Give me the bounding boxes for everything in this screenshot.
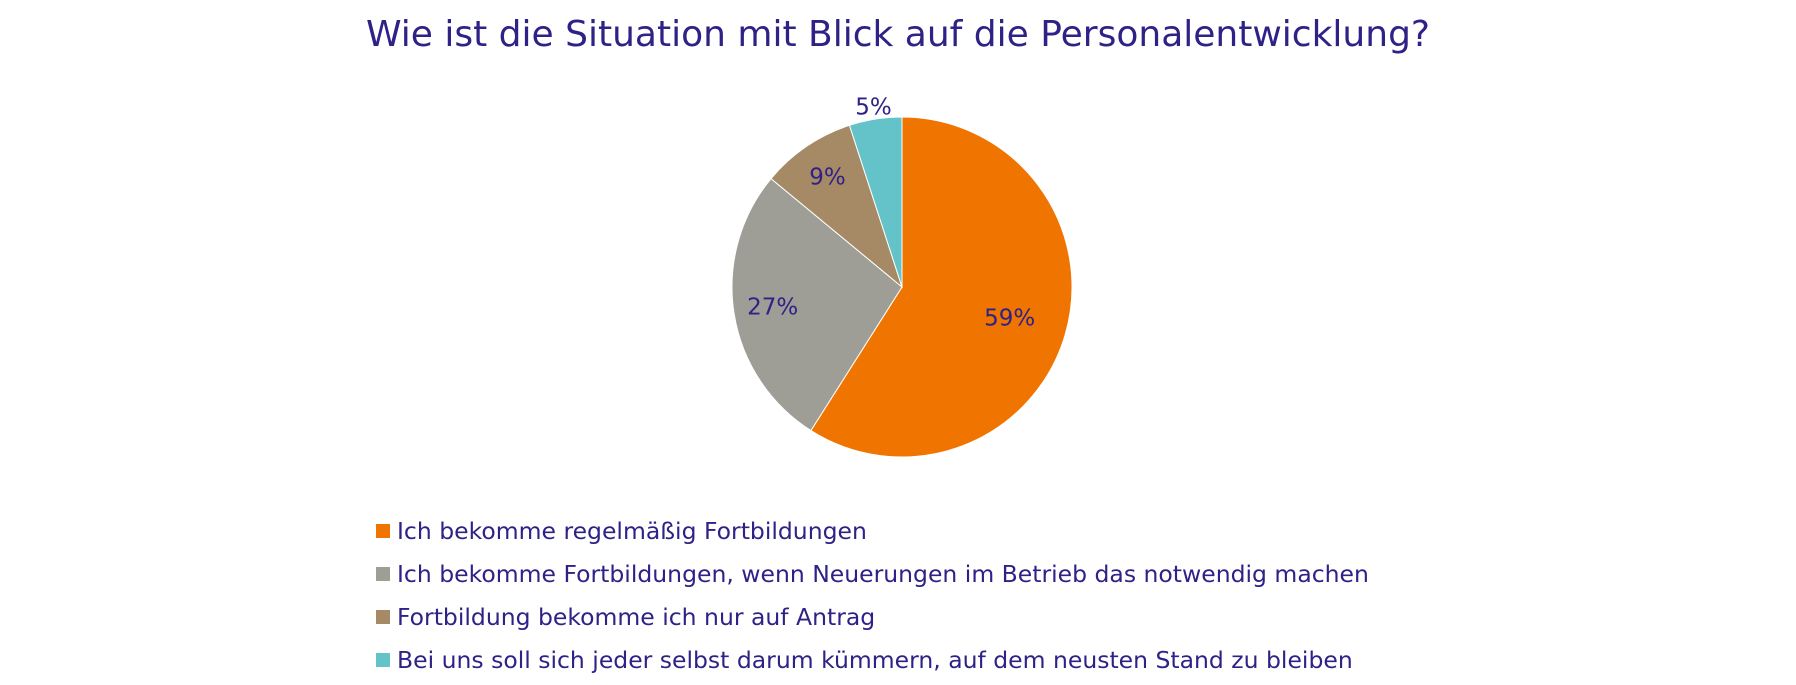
- legend-label: Ich bekomme regelmäßig Fortbildungen: [397, 516, 867, 545]
- data-label: 9%: [809, 164, 846, 190]
- data-label: 59%: [984, 305, 1035, 331]
- data-label: 27%: [747, 295, 798, 321]
- legend-item[interactable]: Ich bekomme Fortbildungen, wenn Neuerung…: [376, 552, 1369, 595]
- chart-title: Wie ist die Situation mit Blick auf die …: [365, 14, 1431, 55]
- legend-swatch: [376, 609, 390, 624]
- legend: Ich bekomme regelmäßig Fortbildungen Ich…: [376, 509, 1369, 681]
- legend-swatch: [376, 523, 390, 538]
- pie-data-labels: 59% 27% 9% 5%: [747, 94, 1035, 331]
- legend-swatch: [376, 652, 390, 667]
- legend-label: Ich bekomme Fortbildungen, wenn Neuerung…: [397, 559, 1369, 588]
- legend-item[interactable]: Bei uns soll sich jeder selbst darum küm…: [376, 638, 1369, 681]
- legend-item[interactable]: Fortbildung bekomme ich nur auf Antrag: [376, 595, 1369, 638]
- pie-slice[interactable]: [848, 116, 903, 288]
- legend-swatch: [376, 566, 390, 581]
- legend-item[interactable]: Ich bekomme regelmäßig Fortbildungen: [376, 509, 1369, 552]
- legend-label: Bei uns soll sich jeder selbst darum küm…: [397, 645, 1353, 674]
- legend-label: Fortbildung bekomme ich nur auf Antrag: [397, 602, 876, 631]
- pie-slices: [731, 116, 1073, 458]
- data-label: 5%: [855, 94, 892, 120]
- pie-slice[interactable]: [770, 124, 904, 289]
- pie-slice[interactable]: [731, 177, 903, 432]
- pie-slice[interactable]: [810, 116, 1073, 458]
